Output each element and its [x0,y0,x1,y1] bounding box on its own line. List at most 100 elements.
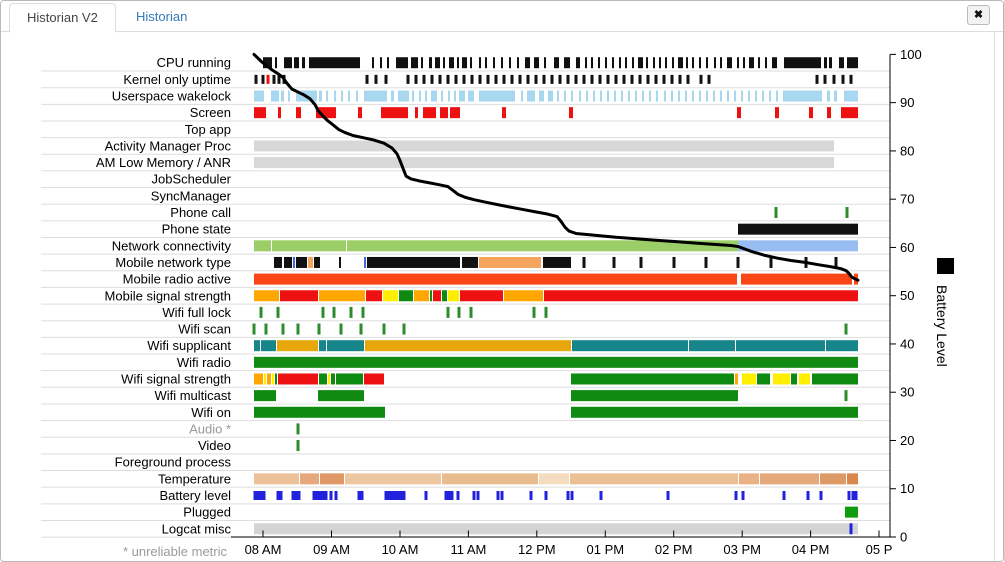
bar-segment[interactable] [743,57,745,69]
event-tick[interactable] [262,490,266,500]
event-tick[interactable] [845,207,849,219]
bar-segment[interactable] [671,90,673,102]
event-tick[interactable] [532,306,536,318]
bar-segment[interactable] [281,90,284,102]
bar-segment[interactable] [632,57,634,69]
bar-segment[interactable] [619,57,621,69]
event-tick[interactable] [823,74,827,84]
bar-segment[interactable] [847,57,858,69]
event-tick[interactable] [396,490,400,500]
bar-segment[interactable] [586,90,588,102]
bar-segment[interactable] [543,256,571,268]
event-tick[interactable] [361,306,365,318]
bar-segment[interactable] [423,107,436,119]
event-tick[interactable] [476,490,480,500]
bar-segment[interactable] [841,107,858,119]
event-tick[interactable] [699,74,703,84]
bar-segment[interactable] [271,90,279,102]
bar-segment[interactable] [254,273,737,285]
event-tick[interactable] [317,323,321,335]
bar-segment[interactable] [441,90,443,102]
bar-segment[interactable] [396,57,408,69]
bar-segment[interactable] [336,373,363,385]
bar-segment[interactable] [527,90,535,102]
bar-segment[interactable] [844,90,858,102]
bar-segment[interactable] [300,473,319,485]
bar-segment[interactable] [638,57,643,69]
event-tick[interactable] [399,490,403,500]
tab-historian-v2[interactable]: Historian V2 [9,3,116,33]
event-tick[interactable] [422,74,426,84]
bar-segment[interactable] [356,90,358,102]
bar-segment[interactable] [272,240,346,252]
bar-segment[interactable] [419,90,421,102]
event-tick[interactable] [741,490,745,500]
bar-segment[interactable] [572,340,688,352]
bar-segment[interactable] [296,256,307,268]
event-tick[interactable] [598,74,602,84]
bar-segment[interactable] [280,290,318,302]
bar-segment[interactable] [284,57,292,69]
bar-segment[interactable] [699,57,701,69]
bar-segment[interactable] [254,290,279,302]
bar-segment[interactable] [635,90,637,102]
event-tick[interactable] [566,74,570,84]
bar-segment[interactable] [319,373,327,385]
event-tick[interactable] [324,490,328,500]
bar-segment[interactable] [659,57,661,69]
bar-segment[interactable] [429,57,432,69]
event-tick[interactable] [542,74,546,84]
bar-segment[interactable] [254,406,385,418]
event-tick[interactable] [672,256,676,268]
event-tick[interactable] [566,490,570,500]
bar-segment[interactable] [479,57,481,69]
bar-segment[interactable] [735,373,738,385]
bar-segment[interactable] [411,57,418,69]
bar-segment[interactable] [517,57,519,69]
event-tick[interactable] [774,207,778,219]
bar-segment[interactable] [554,57,559,69]
bar-segment[interactable] [685,90,687,102]
event-tick[interactable] [254,74,258,84]
bar-segment[interactable] [557,90,559,102]
bar-segment[interactable] [347,240,738,252]
event-tick[interactable] [472,490,476,500]
bar-segment[interactable] [672,57,674,69]
event-tick[interactable] [844,323,848,335]
event-tick[interactable] [590,74,594,84]
bar-segment[interactable] [827,90,830,102]
tab-historian[interactable]: Historian [120,3,203,31]
bar-segment[interactable] [576,57,580,69]
bar-segment[interactable] [564,57,570,69]
event-tick[interactable] [529,490,533,500]
bar-segment[interactable] [254,473,299,485]
event-tick[interactable] [662,74,666,84]
bar-segment[interactable] [479,90,515,102]
bar-segment[interactable] [318,390,364,402]
bar-segment[interactable] [331,373,335,385]
bar-segment[interactable] [847,473,858,485]
bar-segment[interactable] [736,340,825,352]
bar-segment[interactable] [579,90,581,102]
event-tick[interactable] [849,523,853,535]
event-tick[interactable] [462,74,466,84]
event-tick[interactable] [414,74,418,84]
event-tick[interactable] [454,74,458,84]
bar-segment[interactable] [399,290,413,302]
event-tick[interactable] [264,323,268,335]
bar-segment[interactable] [769,90,771,102]
bar-segment[interactable] [380,57,382,69]
event-tick[interactable] [357,490,361,500]
bar-segment[interactable] [548,90,553,102]
bar-segment[interactable] [364,373,384,385]
bar-segment[interactable] [749,57,754,69]
bar-segment[interactable] [564,90,566,102]
event-tick[interactable] [849,74,853,84]
event-tick[interactable] [834,256,838,268]
bar-segment[interactable] [612,57,614,69]
bar-segment[interactable] [316,107,336,119]
bar-segment[interactable] [727,57,732,69]
event-tick[interactable] [832,74,836,84]
event-tick[interactable] [570,490,574,500]
event-tick[interactable] [321,306,325,318]
